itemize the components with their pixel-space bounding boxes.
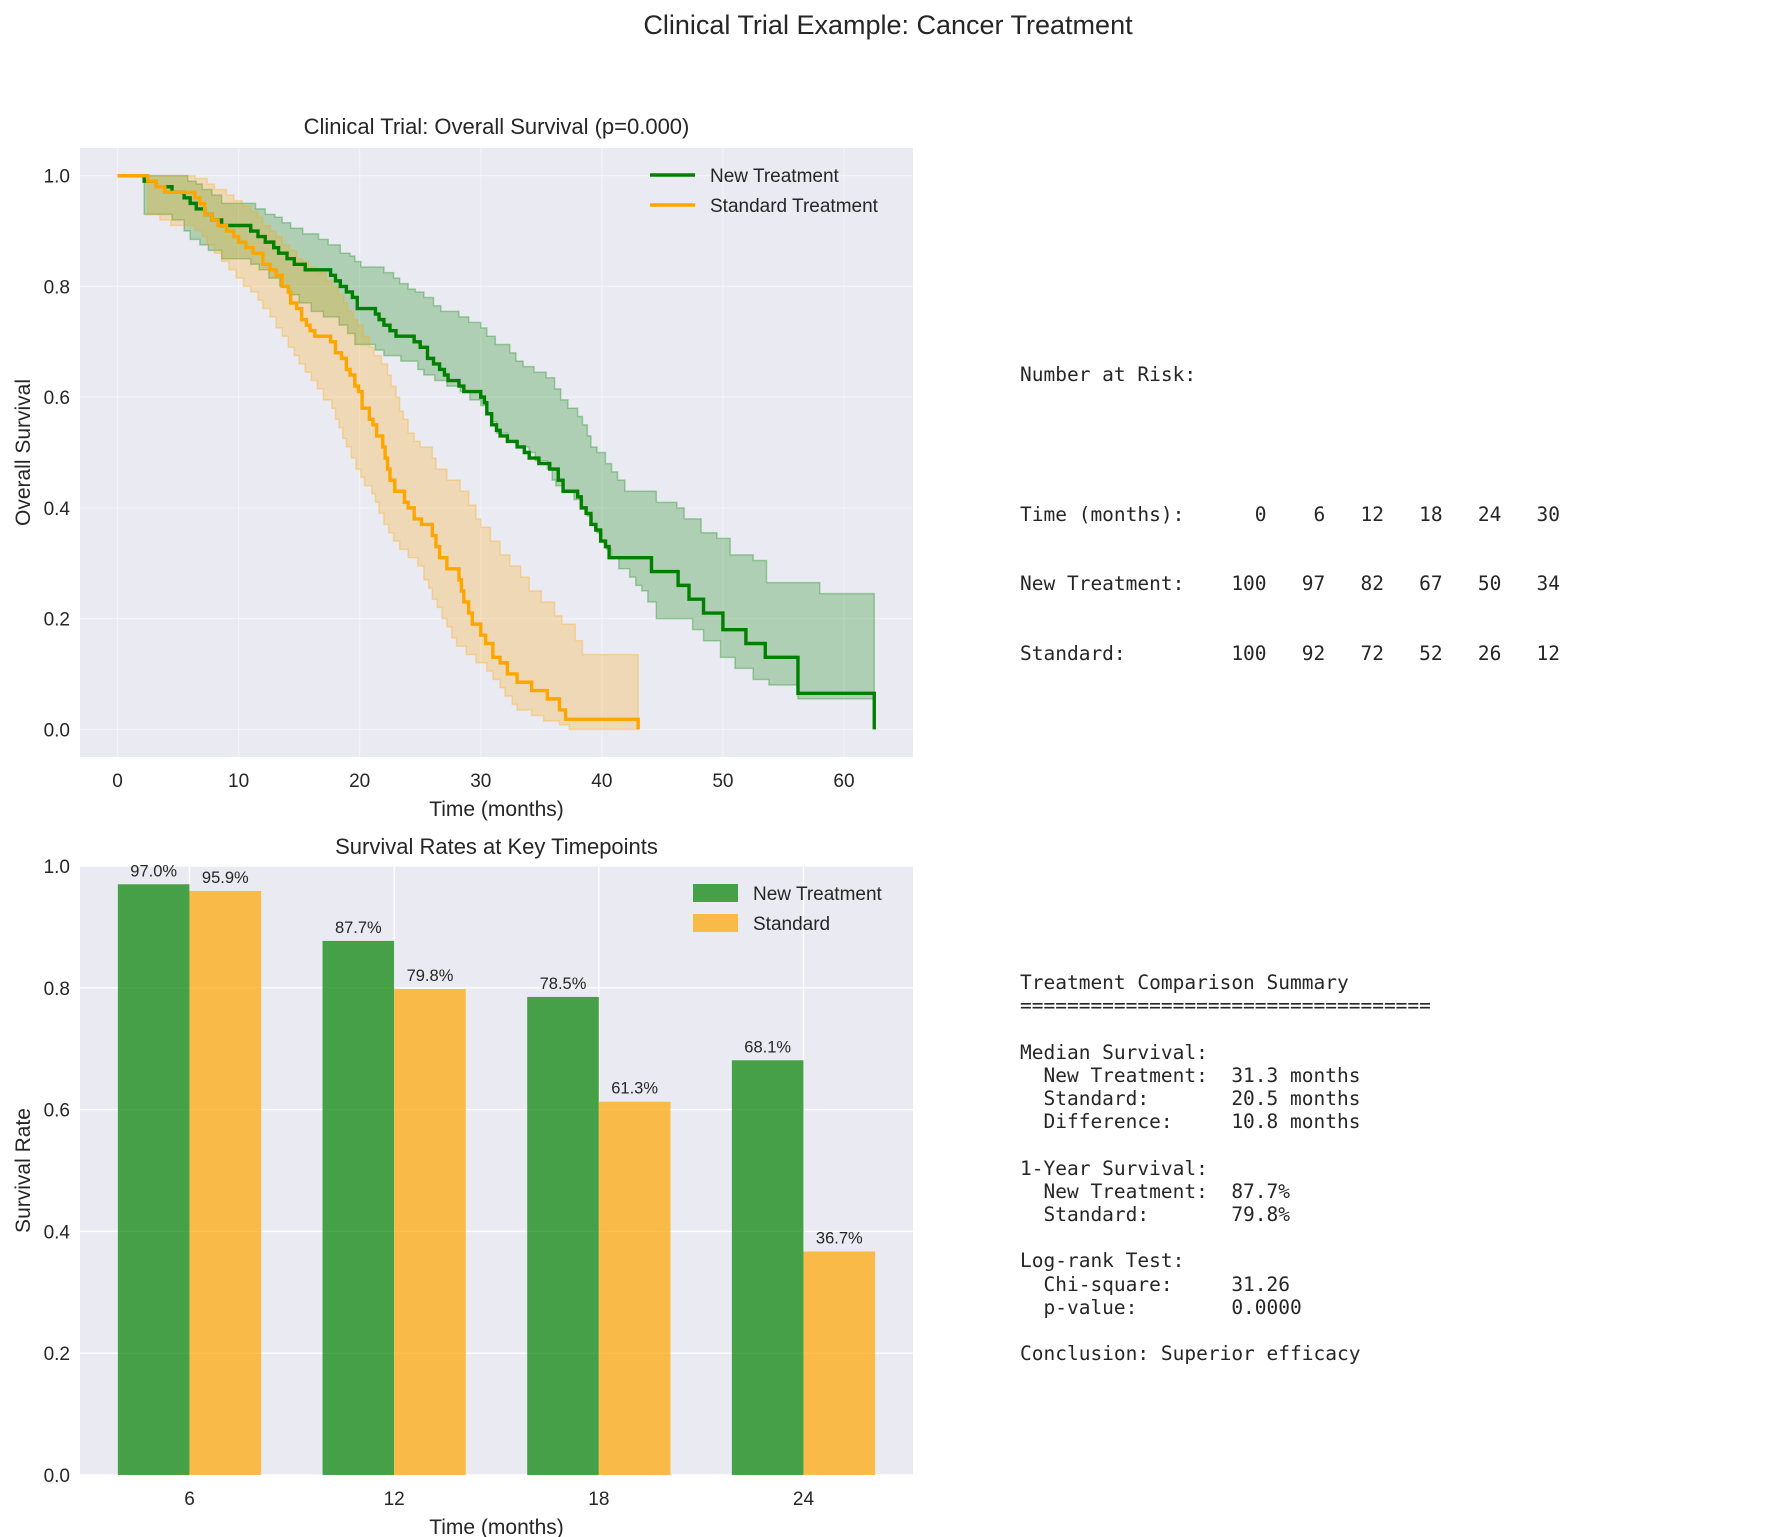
y-tick-label: 0.2	[44, 1344, 70, 1365]
risk-table: Number at Risk: Time (months): 0 6 12 18…	[1020, 317, 1560, 688]
risk-table-row: New Treatment: 100 97 82 67 50 34	[1020, 572, 1561, 596]
x-tick-label: 6	[184, 1489, 195, 1510]
summary-line: New Treatment: 87.7%	[1020, 1179, 1291, 1203]
y-tick-label: 0.8	[44, 979, 70, 1000]
bar-new-treatment	[117, 884, 190, 1475]
summary-line: Standard: 20.5 months	[1020, 1087, 1361, 1111]
y-tick-label: 0.6	[44, 1101, 70, 1122]
summary-line: 1-Year Survival:	[1020, 1156, 1208, 1180]
plot-area	[80, 148, 913, 757]
bar-standard	[189, 890, 262, 1475]
summary-line: Median Survival:	[1020, 1040, 1208, 1064]
x-tick-label: 50	[712, 771, 733, 792]
x-axis-label: Time (months)	[429, 1516, 564, 1537]
y-axis-label: Survival Rate	[12, 1108, 35, 1233]
data-label: 97.0%	[130, 862, 177, 880]
survival-curve-standard	[117, 173, 640, 730]
legend-label: Standard	[753, 914, 830, 935]
data-label: 87.7%	[335, 919, 382, 937]
data-label: 68.1%	[744, 1038, 791, 1056]
legend-label: New Treatment	[710, 166, 840, 187]
summary-line	[1020, 1133, 1431, 1156]
x-tick-label: 24	[793, 1489, 815, 1510]
x-axis-label: Time (months)	[429, 798, 564, 821]
summary-line: p-value: 0.0000	[1020, 1295, 1302, 1319]
summary-line: Difference: 10.8 months	[1020, 1110, 1361, 1134]
data-label: 61.3%	[611, 1080, 658, 1098]
bar-new-treatment	[322, 940, 395, 1475]
y-tick-label: 0.0	[44, 720, 70, 741]
x-tick-label: 20	[349, 771, 370, 792]
risk-table-row: Time (months): 0 6 12 18 24 30	[1020, 502, 1561, 526]
data-label: 95.9%	[202, 869, 249, 887]
summary-line	[1020, 1226, 1431, 1249]
y-axis-label: Overall Survival	[12, 379, 35, 526]
legend-swatch	[693, 914, 738, 932]
data-label: 78.5%	[540, 975, 587, 993]
bar-new-treatment	[527, 996, 599, 1475]
bar-standard	[803, 1251, 876, 1475]
summary-line	[1020, 1017, 1431, 1040]
km-survival-chart: 0 10 20 30 40 50 60 0.0 0.2 0.4 0.6 0.8 1.0 Clinical …	[12, 114, 913, 821]
summary-line: New Treatment: 31.3 months	[1020, 1063, 1361, 1087]
chart-title: Clinical Trial: Overall Survival (p=0.00…	[304, 114, 690, 139]
x-tick-label: 10	[228, 771, 249, 792]
summary-panel: Treatment Comparison Summary ============…	[1020, 971, 1431, 1365]
summary-line: ===================================	[1020, 994, 1431, 1018]
summary-line: Conclusion: Superior efficacy	[1020, 1342, 1361, 1366]
confidence-band-standard	[147, 174, 639, 731]
y-tick-label: 0.6	[44, 388, 70, 409]
data-label: 36.7%	[816, 1229, 863, 1247]
summary-line: Chi-square: 31.26	[1020, 1272, 1291, 1296]
x-tick-label: 40	[591, 771, 612, 792]
bar-standard	[394, 989, 466, 1475]
legend-label: New Treatment	[753, 884, 883, 905]
summary-line	[1020, 1319, 1431, 1342]
y-tick-label: 0.4	[44, 1222, 71, 1243]
survival-curve-new-treatment	[117, 173, 876, 730]
summary-line: Standard: 79.8%	[1020, 1203, 1291, 1227]
y-tick-label: 0.0	[44, 1466, 70, 1487]
figure-title: Clinical Trial Example: Cancer Treatment	[643, 10, 1133, 40]
x-tick-label: 12	[384, 1489, 405, 1510]
bar-standard	[598, 1101, 671, 1475]
y-tick-label: 1.0	[44, 167, 70, 188]
summary-line: Log-rank Test:	[1020, 1249, 1185, 1273]
x-tick-label: 30	[470, 771, 491, 792]
risk-table-title: Number at Risk:	[1020, 363, 1197, 387]
x-tick-label: 0	[112, 771, 123, 792]
legend-label: Standard Treatment	[710, 196, 879, 217]
y-tick-label: 0.8	[44, 277, 70, 298]
risk-table-row: Standard: 100 92 72 52 26 12	[1020, 641, 1561, 665]
legend-swatch	[693, 884, 738, 902]
y-tick-label: 0.4	[44, 499, 71, 520]
y-tick-label: 1.0	[44, 857, 70, 878]
y-tick-label: 0.2	[44, 610, 70, 631]
x-tick-label: 60	[833, 771, 854, 792]
chart-title: Survival Rates at Key Timepoints	[335, 834, 658, 859]
bar-new-treatment	[731, 1060, 804, 1475]
x-tick-label: 18	[588, 1489, 609, 1510]
data-label: 79.8%	[407, 967, 454, 985]
summary-line: Treatment Comparison Summary	[1020, 971, 1349, 994]
